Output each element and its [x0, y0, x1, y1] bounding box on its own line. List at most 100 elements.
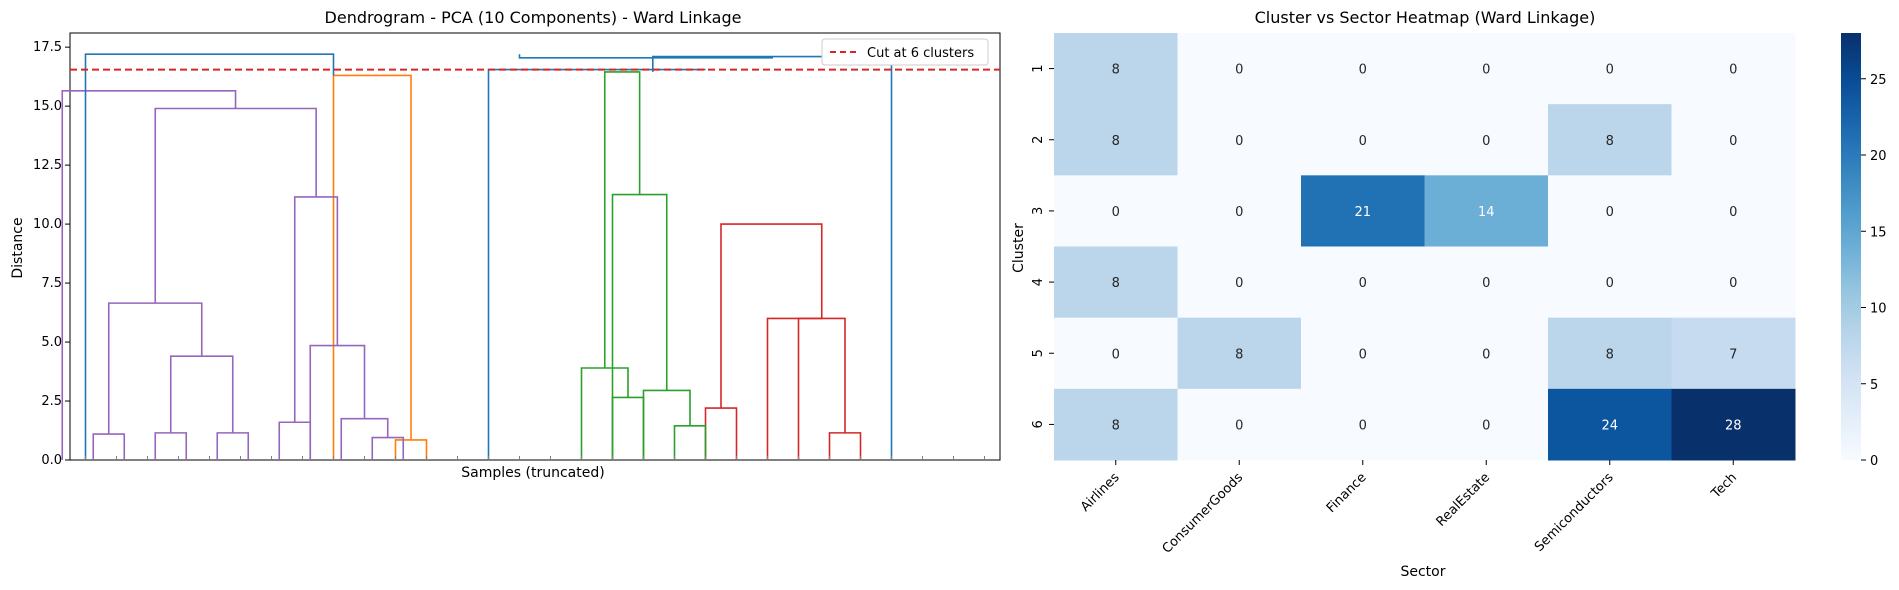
heatmap-cell-value: 0 [1606, 205, 1614, 220]
heatmap-cell-value: 0 [1729, 63, 1737, 78]
heatmap-cell [1548, 175, 1672, 247]
heatmap-cell-value: 8 [1606, 347, 1614, 362]
heatmap-cell-value: 8 [1235, 347, 1243, 362]
heatmap-y-label: 1 [1031, 64, 1046, 72]
y-tick-label: 15.0 [33, 99, 62, 114]
dendrogram-link [603, 71, 641, 368]
dendrogram-link [61, 89, 237, 460]
heatmap-xlabel: Sector [1400, 564, 1445, 580]
heatmap-cell-value: 0 [1359, 276, 1367, 291]
heatmap-ylabel: Cluster [1011, 223, 1027, 273]
heatmap-cell [1671, 33, 1796, 105]
y-tick-label: 12.5 [33, 158, 62, 173]
heatmap-cell-value: 8 [1112, 418, 1120, 433]
heatmap-cell-value: 8 [1112, 276, 1120, 291]
dendrogram-link [154, 107, 317, 304]
heatmap-x-label: ConsumerGoods [1160, 470, 1247, 557]
legend-box [821, 38, 989, 66]
heatmap-cell [1424, 33, 1549, 105]
dendrogram-link [828, 432, 862, 460]
dendrogram-link [371, 436, 405, 460]
colorbar-bar [1841, 33, 1861, 460]
heatmap-cell-value: 0 [1112, 205, 1120, 220]
heatmap-x-label: Tech [1708, 470, 1740, 502]
heatmap-y-label: 5 [1031, 349, 1046, 357]
heatmap-cell [1054, 33, 1178, 105]
heatmap-cell [1301, 246, 1425, 319]
dendrogram-upper-link [651, 55, 893, 460]
dendrogram-link [154, 432, 188, 460]
heatmap-cell-value: 0 [1235, 276, 1243, 291]
heatmap-cell [1424, 246, 1549, 319]
colorbar-tick-label: 25 [1870, 73, 1887, 88]
heatmap-cell-value: 0 [1482, 276, 1490, 291]
y-tick-label: 2.5 [41, 394, 62, 409]
dendrogram-link [169, 355, 234, 433]
heatmap-cell-value: 14 [1478, 205, 1495, 220]
heatmap-cell-value: 0 [1482, 63, 1490, 78]
heatmap-cell [1177, 317, 1302, 390]
heatmap-y-label: 3 [1031, 207, 1046, 215]
heatmap-x-label: RealEstate [1434, 470, 1494, 530]
dendrogram-link [278, 421, 312, 460]
heatmap-cell-value: 8 [1112, 134, 1120, 149]
dendrogram-link [340, 417, 389, 460]
dendrogram-xlabel: Samples (truncated) [461, 465, 604, 481]
heatmap-cell [1054, 246, 1178, 319]
heatmap-grid: 8 0 0 0 0 08 0 0 0 8 00 0 21 14 0 08 0 0 0 0 00 8 0 0 8 78 0 0 0 24 28… [1031, 33, 1796, 557]
heatmap-cell-value: 0 [1482, 418, 1490, 433]
dendrogram-upper-link [84, 53, 335, 460]
heatmap-cell-value: 0 [1359, 347, 1367, 362]
heatmap-cell [1054, 104, 1178, 176]
cut-line-legend: Cut at 6 clusters [821, 38, 989, 66]
heatmap-y-label: 4 [1031, 278, 1046, 286]
heatmap-cell-value: 0 [1112, 347, 1120, 362]
heatmap-x-label: Semiconductors [1532, 470, 1617, 555]
heatmap-cell [1177, 388, 1302, 461]
heatmap-cell [1424, 175, 1549, 247]
dendrogram-link [92, 433, 126, 460]
heatmap-cell [1548, 388, 1672, 461]
heatmap-cell-value: 0 [1235, 205, 1243, 220]
heatmap-cell-value: 0 [1359, 418, 1367, 433]
dendrogram-title: Dendrogram - PCA (10 Components) - Ward … [325, 8, 742, 27]
heatmap-cell-value: 0 [1729, 276, 1737, 291]
dendrogram-link [309, 344, 366, 460]
heatmap-cell [1301, 33, 1425, 105]
dendrogram-link [766, 317, 822, 460]
heatmap-x-label: Airlines [1078, 470, 1123, 515]
dendrogram-link [394, 439, 428, 460]
heatmap-cell-value: 0 [1606, 63, 1614, 78]
heatmap-cell-value: 0 [1235, 63, 1243, 78]
dendrogram-link [611, 193, 668, 460]
heatmap-cell [1301, 388, 1425, 461]
heatmap-y-label: 2 [1031, 136, 1046, 144]
colorbar-tick-label: 0 [1870, 454, 1878, 469]
colorbar-tick-label: 15 [1870, 225, 1887, 240]
colorbar-tick-label: 20 [1870, 149, 1887, 164]
heatmap-cell [1424, 104, 1549, 176]
heatmap-x-label: Finance [1324, 470, 1370, 516]
heatmap-cell [1671, 317, 1796, 390]
heatmap-cell [1177, 104, 1302, 176]
legend-cut-label: Cut at 6 clusters [867, 46, 974, 61]
heatmap-cell [1301, 104, 1425, 176]
dendrogram-link [797, 317, 846, 460]
heatmap-cell [1177, 33, 1302, 105]
heatmap-cell [1671, 175, 1796, 247]
heatmap-cell [1424, 388, 1549, 461]
y-tick-label: 17.5 [33, 40, 62, 55]
dendrogram-upper-link [518, 54, 773, 59]
heatmap-cell-value: 0 [1482, 134, 1490, 149]
heatmap-cell-value: 0 [1482, 347, 1490, 362]
heatmap-cell [1548, 246, 1672, 319]
dendrogram-link [580, 367, 629, 460]
dendrogram-link [611, 396, 645, 460]
heatmap-cell [1671, 388, 1796, 461]
heatmap-cell-value: 8 [1112, 63, 1120, 78]
dendrogram-link [720, 223, 823, 409]
y-tick-label: 0.0 [41, 453, 62, 468]
heatmap-cell-value: 24 [1601, 418, 1618, 433]
heatmap-cell-value: 0 [1235, 418, 1243, 433]
